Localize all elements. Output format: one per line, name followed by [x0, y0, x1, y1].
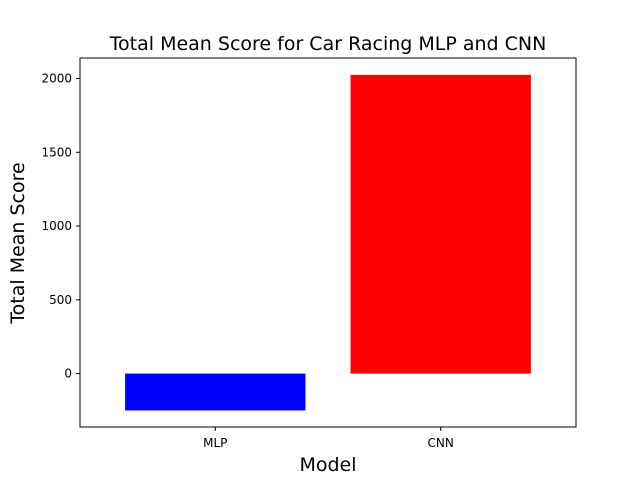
chart-title: Total Mean Score for Car Racing MLP and …	[109, 33, 547, 55]
x-tick-label: MLP	[203, 436, 227, 450]
y-tick-label: 0	[64, 367, 72, 381]
bar-mlp	[125, 373, 306, 411]
plot-frame	[79, 57, 577, 428]
y-tick-label: 1000	[41, 219, 72, 233]
y-tick-label: 500	[49, 293, 72, 307]
y-axis-label: Total Mean Score	[7, 162, 29, 324]
y-tick-label: 1500	[41, 145, 72, 159]
x-axis: MLP CNN	[203, 427, 454, 450]
y-axis: 0 500 1000 1500 2000	[41, 72, 80, 381]
y-tick-label: 2000	[41, 72, 72, 86]
bar-cnn	[350, 74, 531, 374]
bars-group	[125, 74, 531, 411]
x-tick-label: CNN	[428, 436, 454, 450]
x-axis-label: Model	[299, 454, 356, 476]
